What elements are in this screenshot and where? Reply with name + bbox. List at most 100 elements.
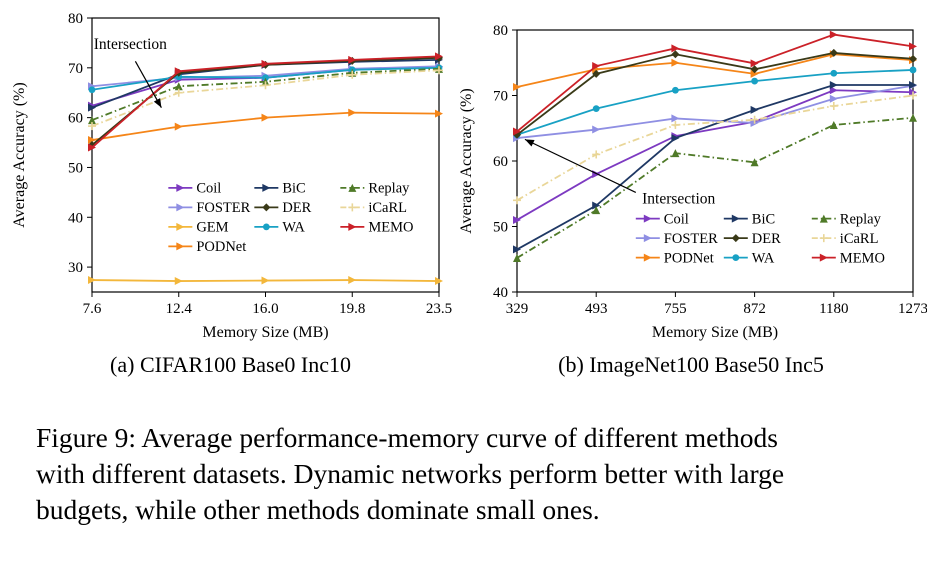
marker-triangle-right [261,59,270,68]
y-axis: 40 50 60 70 80 [493,23,517,301]
x-axis-title: Memory Size (MB) [202,324,328,341]
marker-triangle-right [435,109,443,118]
legend-label: FOSTER [196,200,250,216]
marker-triangle-right [750,69,759,78]
marker-circle [909,66,917,74]
marker-diamond [262,203,271,212]
series-line [516,52,914,136]
marker-triangle-right [435,277,443,286]
y-tick-label: 50 [68,160,83,176]
marker-diamond [829,48,838,57]
marker-triangle-right [261,276,270,285]
marker-triangle-right [819,253,828,262]
marker-triangle-up [819,214,828,223]
marker-triangle-right [750,59,759,68]
y-tick-label: 60 [493,154,508,170]
marker-triangle-right [88,143,96,152]
legend-label: iCaRL [368,200,407,216]
x-axis: 7.6 12.4 16.0 19.8 23.5 [83,292,452,317]
marker-triangle-right [731,214,740,223]
legend-label: Replay [840,211,882,227]
marker-triangle-right [176,242,185,251]
marker-triangle-right [829,81,838,90]
annotation-text: Intersection [642,191,715,208]
marker-triangle-right [909,42,917,51]
marker-triangle-right [829,94,838,103]
legend-label: MEMO [840,250,885,266]
marker-triangle-right [262,183,271,192]
legend-label: MEMO [368,220,413,236]
marker-triangle-right [592,125,601,134]
marker-triangle-up [88,116,96,125]
marker-triangle-right [176,183,185,192]
marker-circle [672,86,679,94]
y-tick-label: 60 [68,111,83,127]
legend-label: WA [282,220,305,236]
y-axis-title: Average Accuracy (%) [11,82,28,227]
series-Replay [513,113,917,262]
annotation-intersection: Intersection [524,138,716,208]
caption-line-1: Figure 9: Average performance-memory cur… [36,422,778,453]
legend-label: DER [282,200,311,216]
marker-triangle-up [829,120,838,129]
marker-circle [592,105,600,112]
legend-label: Coil [664,211,689,227]
annotation-text: Intersection [94,36,167,53]
chart-cifar100: 30 40 50 60 70 80 7.6 12.4 16.0 19.8 23.5 Memory Si… [8,6,453,351]
annotation-arrow-head [153,98,162,108]
marker-diamond [731,234,740,243]
marker-triangle-right [643,234,652,243]
x-tick-label: 16.0 [252,301,278,317]
series-DER [513,48,917,139]
y-tick-label: 40 [493,285,508,301]
marker-circle [732,254,740,262]
series-PODNet [88,108,443,145]
x-tick-label: 755 [664,301,687,317]
marker-triangle-right [174,67,183,76]
legend-label: PODNet [664,250,714,266]
marker-triangle-right [348,55,357,64]
marker-triangle-right [174,122,183,131]
cifar100-base0-inc10-svg: 30 40 50 60 70 80 7.6 12.4 16.0 19.8 23.5 Memory Si… [11,11,452,341]
series-line [516,53,914,88]
series-iCaRL [513,91,917,205]
marker-triangle-up [513,253,521,262]
subcaption-b: (b) ImageNet100 Base50 Inc5 [558,352,824,377]
marker-triangle-right [88,103,96,112]
y-tick-label: 70 [493,89,508,105]
marker-triangle-right [88,276,96,285]
series-iCaRL [88,66,443,131]
marker-triangle-right [176,203,185,212]
marker-triangle-right [348,108,357,117]
marker-triangle-right [750,105,759,114]
marker-circle [88,86,96,94]
series-line [516,84,914,139]
x-tick-label: 7.6 [83,301,102,317]
marker-triangle-up [348,183,357,192]
annotation-intersection: Intersection [94,36,167,108]
marker-triangle-right [513,215,521,224]
x-tick-label: 493 [585,301,608,317]
legend-label: Replay [368,181,410,197]
series-line [516,84,913,251]
marker-triangle-up [750,158,759,167]
legend-label: iCaRL [840,231,879,247]
legend-label: WA [752,250,775,266]
legend-label: BiC [752,211,775,227]
legend-label: DER [752,231,781,247]
marker-circle [830,69,838,77]
marker-triangle-right [829,86,838,95]
series-GEM [88,276,443,286]
marker-triangle-right [671,114,680,123]
marker-triangle-right [643,214,652,223]
series-line [516,89,914,221]
legend: Coil FOSTER PODNet BiC DER WA Replay iCaRL MEMO [635,211,885,266]
marker-triangle-right [261,113,270,122]
marker-triangle-right [671,134,680,143]
x-tick-label: 1273 [898,301,927,317]
chart-imagenet100: 40 50 60 70 80 329 493 755 872 1180 1273 Memory Siz… [455,6,928,351]
marker-triangle-right [671,44,680,53]
marker-triangle-right [88,136,96,145]
x-tick-label: 23.5 [426,301,452,317]
marker-triangle-right [176,222,185,231]
